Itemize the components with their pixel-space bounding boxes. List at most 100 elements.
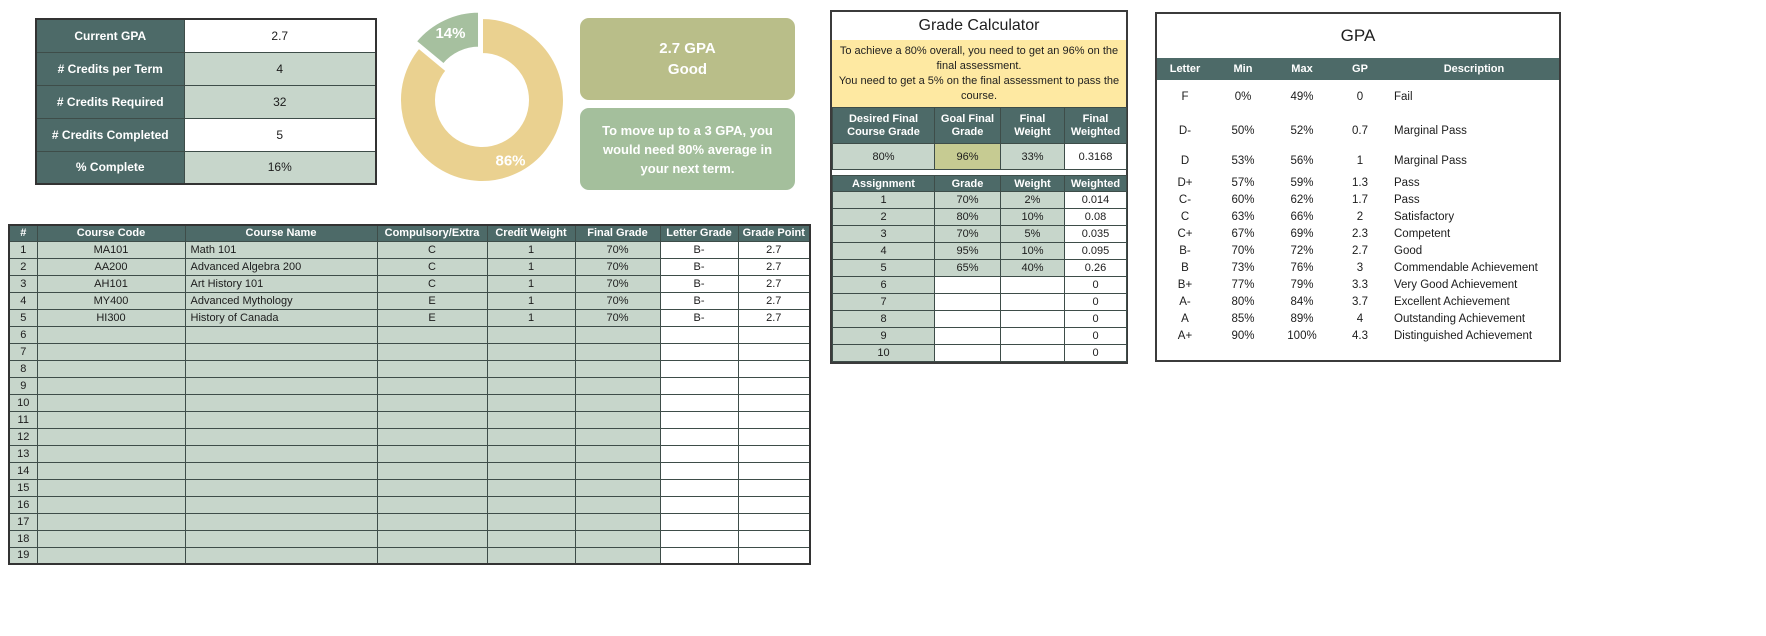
assignment-cell[interactable] xyxy=(934,276,1001,295)
course-cell[interactable] xyxy=(659,461,739,480)
course-cell[interactable] xyxy=(574,342,661,361)
course-cell[interactable] xyxy=(376,529,488,548)
gpa-cell[interactable]: 56% xyxy=(1273,148,1331,174)
assignment-cell[interactable]: 10 xyxy=(832,344,935,363)
course-cell[interactable]: 70% xyxy=(574,257,661,276)
gpa-cell[interactable]: D xyxy=(1157,148,1213,174)
course-cell[interactable]: Advanced Algebra 200 xyxy=(184,257,378,276)
course-cell[interactable]: B- xyxy=(659,274,739,293)
course-cell[interactable] xyxy=(659,444,739,463)
assignment-cell[interactable]: 70% xyxy=(934,191,1001,210)
course-cell[interactable]: 3 xyxy=(8,274,38,293)
course-cell[interactable] xyxy=(574,359,661,378)
course-cell[interactable] xyxy=(184,325,378,344)
final-value-cell[interactable]: 33% xyxy=(1000,143,1065,171)
course-cell[interactable] xyxy=(184,393,378,412)
course-cell[interactable]: 16 xyxy=(8,495,38,514)
course-cell[interactable]: History of Canada xyxy=(184,308,378,327)
course-cell[interactable] xyxy=(737,512,811,531)
gpa-cell[interactable]: 57% xyxy=(1213,174,1273,191)
course-cell[interactable] xyxy=(36,478,186,497)
course-cell[interactable] xyxy=(659,325,739,344)
course-cell[interactable] xyxy=(574,546,661,565)
course-cell[interactable]: 17 xyxy=(8,512,38,531)
assignment-cell[interactable]: 4 xyxy=(832,242,935,261)
course-cell[interactable]: HI300 xyxy=(36,308,186,327)
course-cell[interactable] xyxy=(574,461,661,480)
course-cell[interactable] xyxy=(376,359,488,378)
course-cell[interactable] xyxy=(486,495,576,514)
assignment-cell[interactable] xyxy=(934,310,1001,329)
gpa-cell[interactable]: 76% xyxy=(1273,259,1331,276)
gpa-cell[interactable]: 1.7 xyxy=(1331,191,1389,208)
course-cell[interactable] xyxy=(376,461,488,480)
course-cell[interactable]: Advanced Mythology xyxy=(184,291,378,310)
gpa-cell[interactable]: 1.3 xyxy=(1331,174,1389,191)
final-value-cell[interactable]: 80% xyxy=(832,143,935,171)
gpa-cell[interactable]: Distinguished Achievement xyxy=(1389,327,1559,344)
gpa-cell[interactable]: 3 xyxy=(1331,259,1389,276)
course-cell[interactable]: 70% xyxy=(574,308,661,327)
course-cell[interactable] xyxy=(36,444,186,463)
course-cell[interactable] xyxy=(376,393,488,412)
gpa-cell[interactable]: Pass xyxy=(1389,191,1559,208)
assignment-cell[interactable]: 5% xyxy=(1000,225,1065,244)
gpa-cell[interactable]: 53% xyxy=(1213,148,1273,174)
gpa-cell[interactable]: Fail xyxy=(1389,80,1559,114)
gpa-cell[interactable]: 2 xyxy=(1331,208,1389,225)
course-cell[interactable] xyxy=(659,427,739,446)
course-cell[interactable] xyxy=(737,444,811,463)
stat-value-cell[interactable]: 32 xyxy=(183,84,377,119)
course-cell[interactable]: 70% xyxy=(574,240,661,259)
course-cell[interactable] xyxy=(184,444,378,463)
course-cell[interactable]: 1 xyxy=(486,240,576,259)
course-cell[interactable]: Art History 101 xyxy=(184,274,378,293)
course-cell[interactable] xyxy=(737,495,811,514)
gpa-cell[interactable]: 70% xyxy=(1213,242,1273,259)
course-cell[interactable] xyxy=(659,342,739,361)
course-cell[interactable]: 5 xyxy=(8,308,38,327)
course-cell[interactable]: B- xyxy=(659,291,739,310)
gpa-cell[interactable]: 84% xyxy=(1273,293,1331,310)
gpa-cell[interactable]: A+ xyxy=(1157,327,1213,344)
assignment-cell[interactable]: 40% xyxy=(1000,259,1065,278)
assignment-cell[interactable]: 2% xyxy=(1000,191,1065,210)
course-cell[interactable] xyxy=(737,546,811,565)
gpa-cell[interactable]: 79% xyxy=(1273,276,1331,293)
gpa-cell[interactable]: Commendable Achievement xyxy=(1389,259,1559,276)
course-cell[interactable] xyxy=(376,325,488,344)
assignment-cell[interactable]: 0.035 xyxy=(1064,225,1127,244)
assignment-cell[interactable]: 0.014 xyxy=(1064,191,1127,210)
course-cell[interactable]: E xyxy=(376,291,488,310)
course-cell[interactable] xyxy=(486,461,576,480)
course-cell[interactable] xyxy=(376,478,488,497)
course-cell[interactable]: B- xyxy=(659,308,739,327)
course-cell[interactable]: MY400 xyxy=(36,291,186,310)
course-cell[interactable] xyxy=(184,376,378,395)
course-cell[interactable] xyxy=(737,461,811,480)
assignment-cell[interactable]: 70% xyxy=(934,225,1001,244)
course-cell[interactable]: 18 xyxy=(8,529,38,548)
course-cell[interactable]: 10 xyxy=(8,393,38,412)
assignment-cell[interactable]: 7 xyxy=(832,293,935,312)
course-cell[interactable]: 2.7 xyxy=(737,274,811,293)
course-cell[interactable] xyxy=(184,512,378,531)
course-cell[interactable]: AH101 xyxy=(36,274,186,293)
course-cell[interactable] xyxy=(659,546,739,565)
assignment-cell[interactable]: 65% xyxy=(934,259,1001,278)
course-cell[interactable]: MA101 xyxy=(36,240,186,259)
gpa-cell[interactable]: 3.3 xyxy=(1331,276,1389,293)
course-cell[interactable] xyxy=(376,512,488,531)
assignment-cell[interactable]: 0.08 xyxy=(1064,208,1127,227)
course-cell[interactable] xyxy=(737,410,811,429)
course-cell[interactable] xyxy=(184,359,378,378)
course-cell[interactable]: AA200 xyxy=(36,257,186,276)
course-cell[interactable] xyxy=(184,529,378,548)
assignment-cell[interactable]: 2 xyxy=(832,208,935,227)
assignment-cell[interactable]: 3 xyxy=(832,225,935,244)
course-cell[interactable]: 13 xyxy=(8,444,38,463)
course-cell[interactable] xyxy=(486,444,576,463)
course-cell[interactable]: 8 xyxy=(8,359,38,378)
assignment-cell[interactable]: 95% xyxy=(934,242,1001,261)
course-cell[interactable] xyxy=(36,393,186,412)
